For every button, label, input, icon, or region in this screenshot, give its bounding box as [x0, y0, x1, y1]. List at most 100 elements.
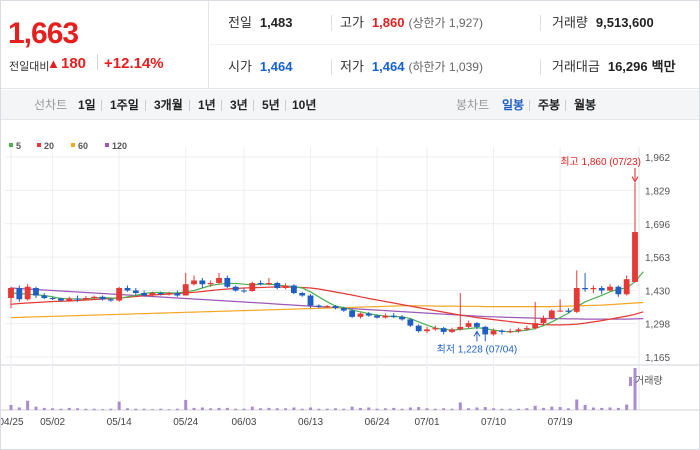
volume-bar — [392, 407, 396, 410]
volume-bar — [325, 408, 329, 410]
volume-bar — [333, 408, 337, 410]
candle-body — [390, 315, 397, 317]
candle-body — [332, 306, 339, 309]
volume-bar — [17, 407, 21, 410]
period-3y-button[interactable]: 3년 — [230, 98, 248, 112]
volume-bar — [467, 408, 471, 410]
volume-bar — [250, 406, 254, 410]
volume-bar — [150, 409, 154, 410]
volume-bar — [225, 407, 229, 410]
candle-chart-label: 봉차트 — [456, 98, 490, 112]
change-value: 180 — [61, 55, 87, 72]
prev-close-label: 전일 — [228, 15, 252, 30]
lower-limit: (하한가 1,039) — [408, 60, 483, 74]
period-10y-button[interactable]: 10년 — [292, 98, 317, 112]
legend-label-60: 60 — [78, 141, 88, 151]
divider — [221, 100, 222, 111]
prev-close-stat: 전일 1,483 — [228, 1, 292, 45]
x-tick-label: 05/02 — [40, 417, 65, 428]
low-annotation: 최저 1,228 (07/04) — [437, 343, 518, 355]
volume-bar — [84, 408, 88, 410]
period-1w-button[interactable]: 1주일 — [110, 98, 139, 112]
candle-body — [191, 280, 197, 285]
stat-row-1: 전일 1,483 고가 1,860 (상한가 1,927) 거래량 9,513,600 — [210, 1, 699, 45]
volume-bar — [433, 408, 437, 410]
y-tick-label: 1,563 — [645, 253, 670, 264]
candle-body — [415, 325, 422, 332]
candle-body — [266, 282, 272, 285]
volume-bar — [92, 408, 96, 410]
divider — [97, 54, 98, 70]
period-3m-button[interactable]: 3개월 — [154, 98, 183, 112]
volume-bar — [284, 408, 288, 410]
divider — [565, 100, 566, 111]
y-tick-label: 1,298 — [645, 320, 670, 331]
x-tick-label: 06/24 — [365, 417, 390, 428]
volume-bar — [192, 407, 196, 410]
period-1d-button[interactable]: 1일 — [78, 98, 96, 112]
volume-bar — [633, 368, 637, 410]
high-arrow-icon — [631, 176, 639, 183]
x-tick-label: 06/03 — [231, 417, 256, 428]
volume-bar — [400, 408, 404, 410]
volume-bar — [625, 404, 629, 410]
volume-bar — [242, 408, 246, 410]
candle-body — [149, 293, 156, 296]
volume-bar — [450, 408, 454, 410]
candle-body — [24, 286, 31, 300]
divider — [189, 100, 190, 111]
candle-body — [365, 313, 372, 316]
open-stat: 시가 1,464 — [228, 45, 292, 89]
legend-label-120: 120 — [112, 141, 127, 151]
x-tick-label: 05/24 — [173, 417, 198, 428]
volume-bar — [317, 408, 321, 410]
divider — [145, 100, 146, 111]
volume-label: 거래량 — [635, 375, 663, 387]
volume-label: 거래량 — [552, 15, 588, 30]
high-label: 고가 — [340, 15, 364, 30]
candle-body — [290, 285, 297, 294]
candle-body — [507, 331, 514, 333]
candle-body — [58, 298, 64, 301]
divider — [285, 100, 286, 111]
volume-bar — [275, 408, 279, 410]
volume-bar — [342, 408, 346, 410]
candle-body — [299, 293, 306, 296]
candle-body — [582, 287, 588, 290]
period-1y-button[interactable]: 1년 — [198, 98, 216, 112]
candle-body — [440, 328, 447, 332]
volume-bar — [101, 409, 105, 410]
candle-body — [166, 293, 172, 295]
candle-body — [457, 326, 464, 330]
volume-bar — [583, 404, 587, 410]
candle-body — [207, 282, 214, 285]
candle-body — [540, 318, 547, 324]
candle-weekly-button[interactable]: 주봉 — [538, 98, 561, 112]
candle-body — [8, 287, 14, 299]
candle-body — [216, 277, 222, 283]
legend-swatch-60 — [71, 143, 75, 147]
x-tick-label: 04/25 — [1, 417, 24, 428]
legend-swatch-120 — [105, 143, 109, 147]
price-chart: 1,962 1,829 1,696 1,563 1,430 1,298 1,165 04/25… — [1, 141, 699, 428]
candle-daily-button[interactable]: 일봉 — [502, 98, 525, 112]
candle-body — [590, 287, 597, 290]
candle-body — [257, 282, 264, 285]
y-tick-label: 1,165 — [645, 353, 670, 364]
candle-body — [249, 282, 256, 292]
candle-body — [465, 323, 472, 327]
candle-body — [315, 305, 322, 307]
candle-monthly-button[interactable]: 월봉 — [574, 98, 597, 112]
line-chart-label: 선차트 — [34, 98, 68, 112]
period-5y-button[interactable]: 5년 — [262, 98, 280, 112]
volume-bar — [492, 408, 496, 410]
current-price: 1,663 — [8, 17, 79, 50]
high-value: 1,860 — [371, 15, 405, 30]
volume-bar — [42, 407, 46, 410]
candle-body — [307, 295, 314, 306]
volume-bar — [417, 407, 421, 410]
volume-bar — [533, 405, 537, 410]
amount-unit: 백만 — [651, 59, 676, 74]
quote-summary: 1,663 전일대비 ▲ 180 +12.14% 전일 1,483 고가 1,860… — [1, 1, 699, 89]
volume-bar — [616, 407, 620, 410]
